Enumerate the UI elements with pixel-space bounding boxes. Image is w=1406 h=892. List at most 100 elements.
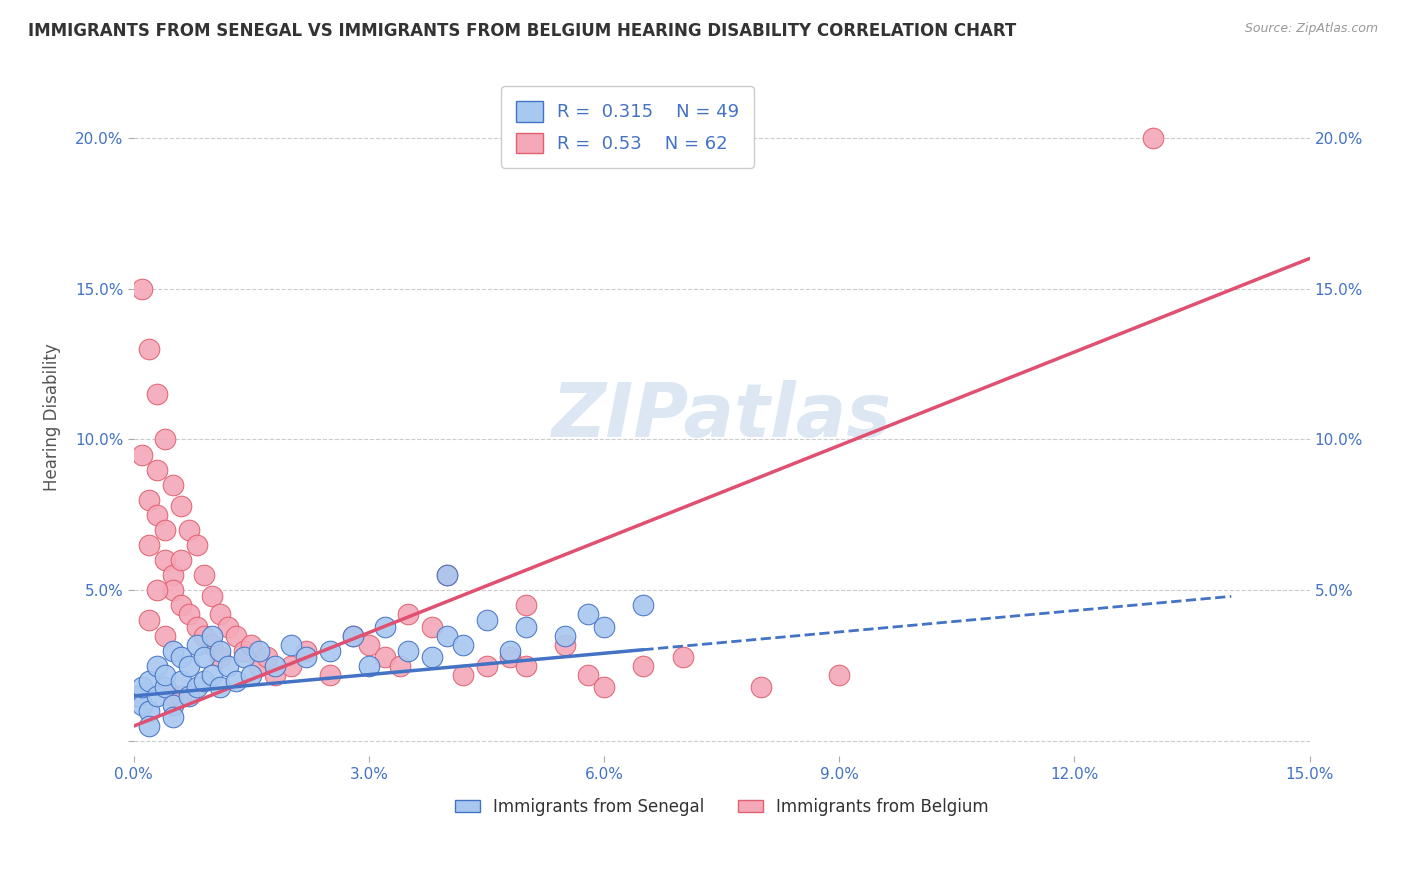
Point [389, 658, 412, 673]
Y-axis label: Hearing Disability: Hearing Disability [44, 343, 60, 491]
Point [146, 387, 169, 401]
Point [153, 433, 176, 447]
Point [131, 448, 153, 462]
Point [138, 704, 160, 718]
Point [499, 643, 522, 657]
Text: IMMIGRANTS FROM SENEGAL VS IMMIGRANTS FROM BELGIUM HEARING DISABILITY CORRELATIO: IMMIGRANTS FROM SENEGAL VS IMMIGRANTS FR… [28, 22, 1017, 40]
Point [186, 680, 208, 694]
Point [436, 568, 458, 582]
Point [146, 583, 169, 598]
Point [256, 649, 278, 664]
Point [420, 619, 443, 633]
Point [280, 638, 302, 652]
Point [396, 607, 419, 622]
Point [499, 649, 522, 664]
Point [232, 643, 254, 657]
Point [170, 599, 193, 613]
Point [1142, 130, 1164, 145]
Point [201, 629, 224, 643]
Point [170, 553, 193, 567]
Point [208, 643, 231, 657]
Point [153, 523, 176, 537]
Point [319, 668, 342, 682]
Point [671, 649, 693, 664]
Point [201, 668, 224, 682]
Point [217, 619, 239, 633]
Point [177, 658, 200, 673]
Point [162, 568, 184, 582]
Point [131, 680, 153, 694]
Point [515, 658, 537, 673]
Point [170, 649, 193, 664]
Point [357, 638, 380, 652]
Point [131, 282, 153, 296]
Point [240, 638, 263, 652]
Point [201, 590, 224, 604]
Point [138, 342, 160, 356]
Point [554, 629, 576, 643]
Point [170, 673, 193, 688]
Point [146, 689, 169, 703]
Point [225, 629, 247, 643]
Point [554, 638, 576, 652]
Point [374, 619, 396, 633]
Point [436, 629, 458, 643]
Point [131, 698, 153, 712]
Point [201, 638, 224, 652]
Point [374, 649, 396, 664]
Point [177, 523, 200, 537]
Point [357, 658, 380, 673]
Point [193, 629, 215, 643]
Point [146, 508, 169, 522]
Point [153, 629, 176, 643]
Point [193, 568, 215, 582]
Point [247, 658, 270, 673]
Point [396, 643, 419, 657]
Point [451, 668, 474, 682]
Point [217, 658, 239, 673]
Point [127, 689, 149, 703]
Point [319, 643, 342, 657]
Point [578, 607, 600, 622]
Point [280, 658, 302, 673]
Point [153, 668, 176, 682]
Point [162, 583, 184, 598]
Point [138, 614, 160, 628]
Point [138, 719, 160, 733]
Point [162, 643, 184, 657]
Point [475, 614, 498, 628]
Point [451, 638, 474, 652]
Point [828, 668, 851, 682]
Legend: Immigrants from Senegal, Immigrants from Belgium: Immigrants from Senegal, Immigrants from… [449, 791, 995, 822]
Point [749, 680, 772, 694]
Point [193, 649, 215, 664]
Point [515, 599, 537, 613]
Point [170, 689, 193, 703]
Point [186, 619, 208, 633]
Text: ZIPatlas: ZIPatlas [551, 380, 891, 453]
Point [162, 477, 184, 491]
Point [193, 673, 215, 688]
Point [162, 710, 184, 724]
Point [153, 680, 176, 694]
Text: Source: ZipAtlas.com: Source: ZipAtlas.com [1244, 22, 1378, 36]
Point [633, 599, 655, 613]
Point [593, 680, 616, 694]
Point [138, 673, 160, 688]
Point [295, 643, 318, 657]
Point [186, 538, 208, 552]
Point [162, 689, 184, 703]
Point [170, 499, 193, 513]
Point [208, 680, 231, 694]
Point [578, 668, 600, 682]
Point [593, 619, 616, 633]
Point [162, 698, 184, 712]
Point [633, 658, 655, 673]
Point [177, 689, 200, 703]
Point [153, 553, 176, 567]
Point [420, 649, 443, 664]
Point [232, 649, 254, 664]
Point [208, 607, 231, 622]
Point [240, 668, 263, 682]
Point [515, 619, 537, 633]
